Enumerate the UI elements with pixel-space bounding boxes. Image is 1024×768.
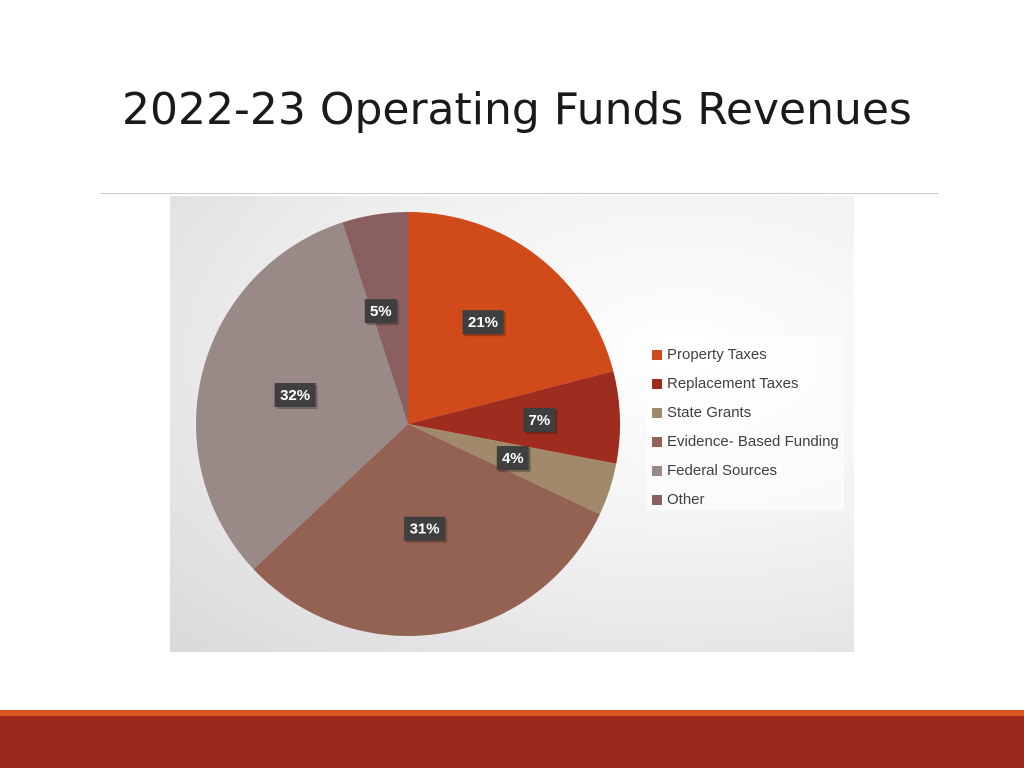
data-label-text: 4% bbox=[502, 450, 524, 467]
legend-item: Replacement Taxes bbox=[652, 369, 844, 398]
legend-swatch bbox=[652, 465, 662, 476]
pie-slices bbox=[196, 212, 620, 636]
pie-chart: 21% 7% 4% 31% 32% 5% bbox=[196, 212, 620, 636]
data-label-box bbox=[523, 407, 556, 432]
pie-slice-property-taxes bbox=[408, 212, 614, 424]
title-divider bbox=[100, 193, 938, 194]
footer-accent-stripe bbox=[0, 710, 1024, 716]
data-label: 31% bbox=[404, 516, 448, 543]
legend-label: Evidence- Based Funding bbox=[667, 433, 839, 450]
data-label-text: 21% bbox=[468, 314, 498, 331]
pie-data-labels: 21% 7% 4% 31% 32% 5% bbox=[274, 299, 558, 543]
legend-swatch bbox=[652, 494, 662, 505]
data-label: 21% bbox=[462, 310, 506, 337]
legend-item: Federal Sources bbox=[652, 456, 844, 485]
data-label-box bbox=[496, 446, 529, 471]
legend-label: Federal Sources bbox=[667, 462, 778, 479]
legend-item: Other bbox=[652, 485, 844, 514]
legend-swatch bbox=[652, 349, 662, 360]
data-label-box bbox=[364, 299, 397, 324]
footer-band bbox=[0, 716, 1024, 768]
legend-label: Replacement Taxes bbox=[667, 375, 799, 392]
slide-title: 2022-23 Operating Funds Revenues bbox=[122, 84, 912, 135]
legend-label: Other bbox=[667, 491, 705, 508]
data-label-text: 7% bbox=[529, 412, 551, 429]
legend-swatch bbox=[652, 407, 662, 418]
legend-item: Evidence- Based Funding bbox=[652, 427, 844, 456]
data-label-box bbox=[404, 516, 446, 541]
data-label: 32% bbox=[274, 383, 318, 409]
data-label-box bbox=[462, 310, 504, 335]
pie-slice-replacement-taxes bbox=[408, 371, 620, 464]
data-label: 4% bbox=[496, 446, 531, 473]
legend-label: State Grants bbox=[667, 404, 752, 421]
data-label-text: 32% bbox=[280, 387, 310, 404]
data-label: 7% bbox=[523, 407, 558, 434]
legend-swatch bbox=[652, 378, 662, 389]
legend-item: State Grants bbox=[652, 398, 844, 427]
data-label: 5% bbox=[364, 299, 399, 326]
legend-label: Property Taxes bbox=[667, 346, 767, 363]
chart-area: 21% 7% 4% 31% 32% 5% Property Taxes Replacemen… bbox=[170, 196, 854, 652]
data-label-box bbox=[274, 383, 316, 407]
chart-legend: Property Taxes Replacement Taxes State Gra… bbox=[646, 336, 844, 510]
data-label-text: 5% bbox=[370, 303, 392, 320]
data-label-text: 31% bbox=[410, 521, 440, 538]
legend-swatch bbox=[652, 436, 662, 447]
legend-item: Property Taxes bbox=[652, 340, 844, 369]
